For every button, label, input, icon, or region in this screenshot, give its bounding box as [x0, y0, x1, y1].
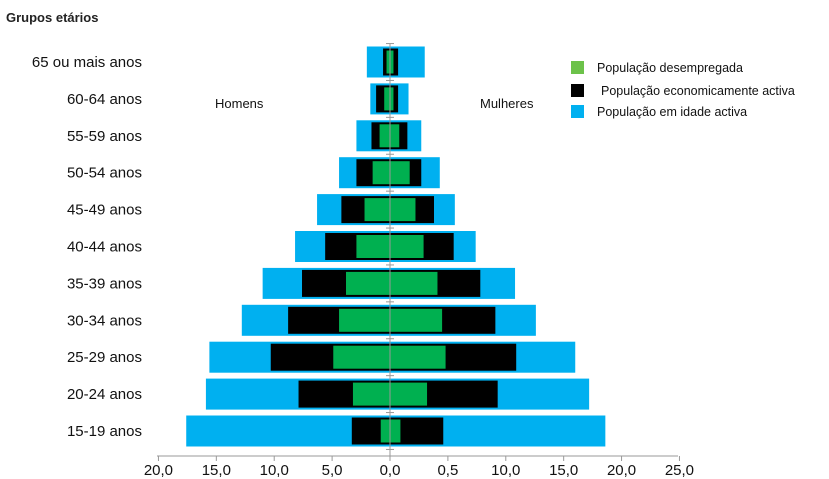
bar-women-populacao-economicamente-activa-65-ou-mais-anos: [390, 48, 399, 76]
bar-men-populacao-desempregada-50-54-anos: [372, 161, 390, 185]
x-tick-label: 0,0: [380, 462, 401, 479]
bar-women-populacao-desempregada-15-19-anos: [390, 419, 401, 443]
legend: População desempregada População economic…: [571, 61, 795, 119]
y-tick-label: 15-19 anos: [67, 423, 142, 440]
y-tick-label: 25-29 anos: [67, 349, 142, 366]
bar-women-populacao-desempregada-55-59-anos: [390, 124, 400, 148]
x-tick-label: 15,0: [549, 462, 578, 479]
y-tick-label: 30-34 anos: [67, 312, 142, 329]
y-tick-label: 20-24 anos: [67, 386, 142, 403]
bar-women-populacao-desempregada-40-44-anos: [390, 235, 424, 258]
bar-men-populacao-desempregada-20-24-anos: [352, 382, 390, 406]
side-label-women: Mulheres: [480, 96, 534, 111]
bar-men-populacao-desempregada-55-59-anos: [379, 124, 390, 148]
bar-men-populacao-desempregada-65-ou-mais-anos: [386, 50, 390, 74]
bar-women-populacao-desempregada-25-29-anos: [390, 345, 446, 369]
x-tick-label: 5,0: [322, 462, 343, 479]
bar-women-populacao-desempregada-30-34-anos: [390, 308, 443, 332]
side-label-men: Homens: [215, 96, 264, 111]
bar-men-populacao-desempregada-60-64-anos: [384, 87, 390, 111]
legend-label: População desempregada: [597, 61, 743, 75]
bar-men-populacao-desempregada-35-39-anos: [346, 271, 390, 295]
x-tick-labels: 20,0 15,0 10,0 5,0 0,0 0,5 10,0 15,0 20,0 25,0: [144, 462, 694, 479]
y-tick-label: 45-49 anos: [67, 202, 142, 219]
y-tick-label: 60-64 anos: [67, 91, 142, 108]
x-tick-label: 10,0: [491, 462, 520, 479]
legend-swatch: [571, 61, 584, 74]
bar-men-populacao-desempregada-45-49-anos: [364, 198, 390, 222]
bar-women-populacao-desempregada-65-ou-mais-anos: [390, 50, 394, 74]
legend-label: População em idade activa: [597, 105, 747, 119]
y-tick-label: 50-54 anos: [67, 165, 142, 182]
bar-women-populacao-desempregada-60-64-anos: [390, 87, 394, 111]
y-tick-label: 40-44 anos: [67, 239, 142, 256]
bar-men-populacao-desempregada-15-19-anos: [380, 419, 390, 443]
y-tick-label: 65 ou mais anos: [32, 54, 142, 71]
bar-men-populacao-desempregada-30-34-anos: [339, 308, 390, 332]
bar-men-populacao-desempregada-40-44-anos: [356, 235, 390, 258]
y-tick-label: 35-39 anos: [67, 275, 142, 292]
x-tick-label: 25,0: [665, 462, 694, 479]
legend-label: População economicamente activa: [601, 84, 795, 98]
bar-women-populacao-desempregada-20-24-anos: [390, 382, 428, 406]
x-tick-label: 20,0: [144, 462, 173, 479]
x-tick-label: 10,0: [260, 462, 289, 479]
x-tick-label: 0,5: [437, 462, 458, 479]
bar-women-populacao-desempregada-45-49-anos: [390, 198, 416, 222]
y-tick-labels: 15-19 anos 20-24 anos 25-29 anos 30-34 anos…: [32, 54, 142, 440]
legend-swatch: [571, 84, 584, 97]
bar-men-populacao-desempregada-25-29-anos: [333, 345, 390, 369]
legend-swatch: [571, 105, 584, 118]
bars-group: [186, 46, 606, 447]
bar-women-populacao-desempregada-35-39-anos: [390, 271, 438, 295]
x-tick-label: 20,0: [607, 462, 636, 479]
y-tick-label: 55-59 anos: [67, 128, 142, 145]
axis-group: [157, 43, 680, 461]
bar-women-populacao-desempregada-50-54-anos: [390, 161, 410, 185]
x-tick-label: 15,0: [202, 462, 231, 479]
y-axis-title: Grupos etários: [6, 10, 98, 25]
bar-women-populacao-economicamente-activa-60-64-anos: [390, 85, 399, 113]
